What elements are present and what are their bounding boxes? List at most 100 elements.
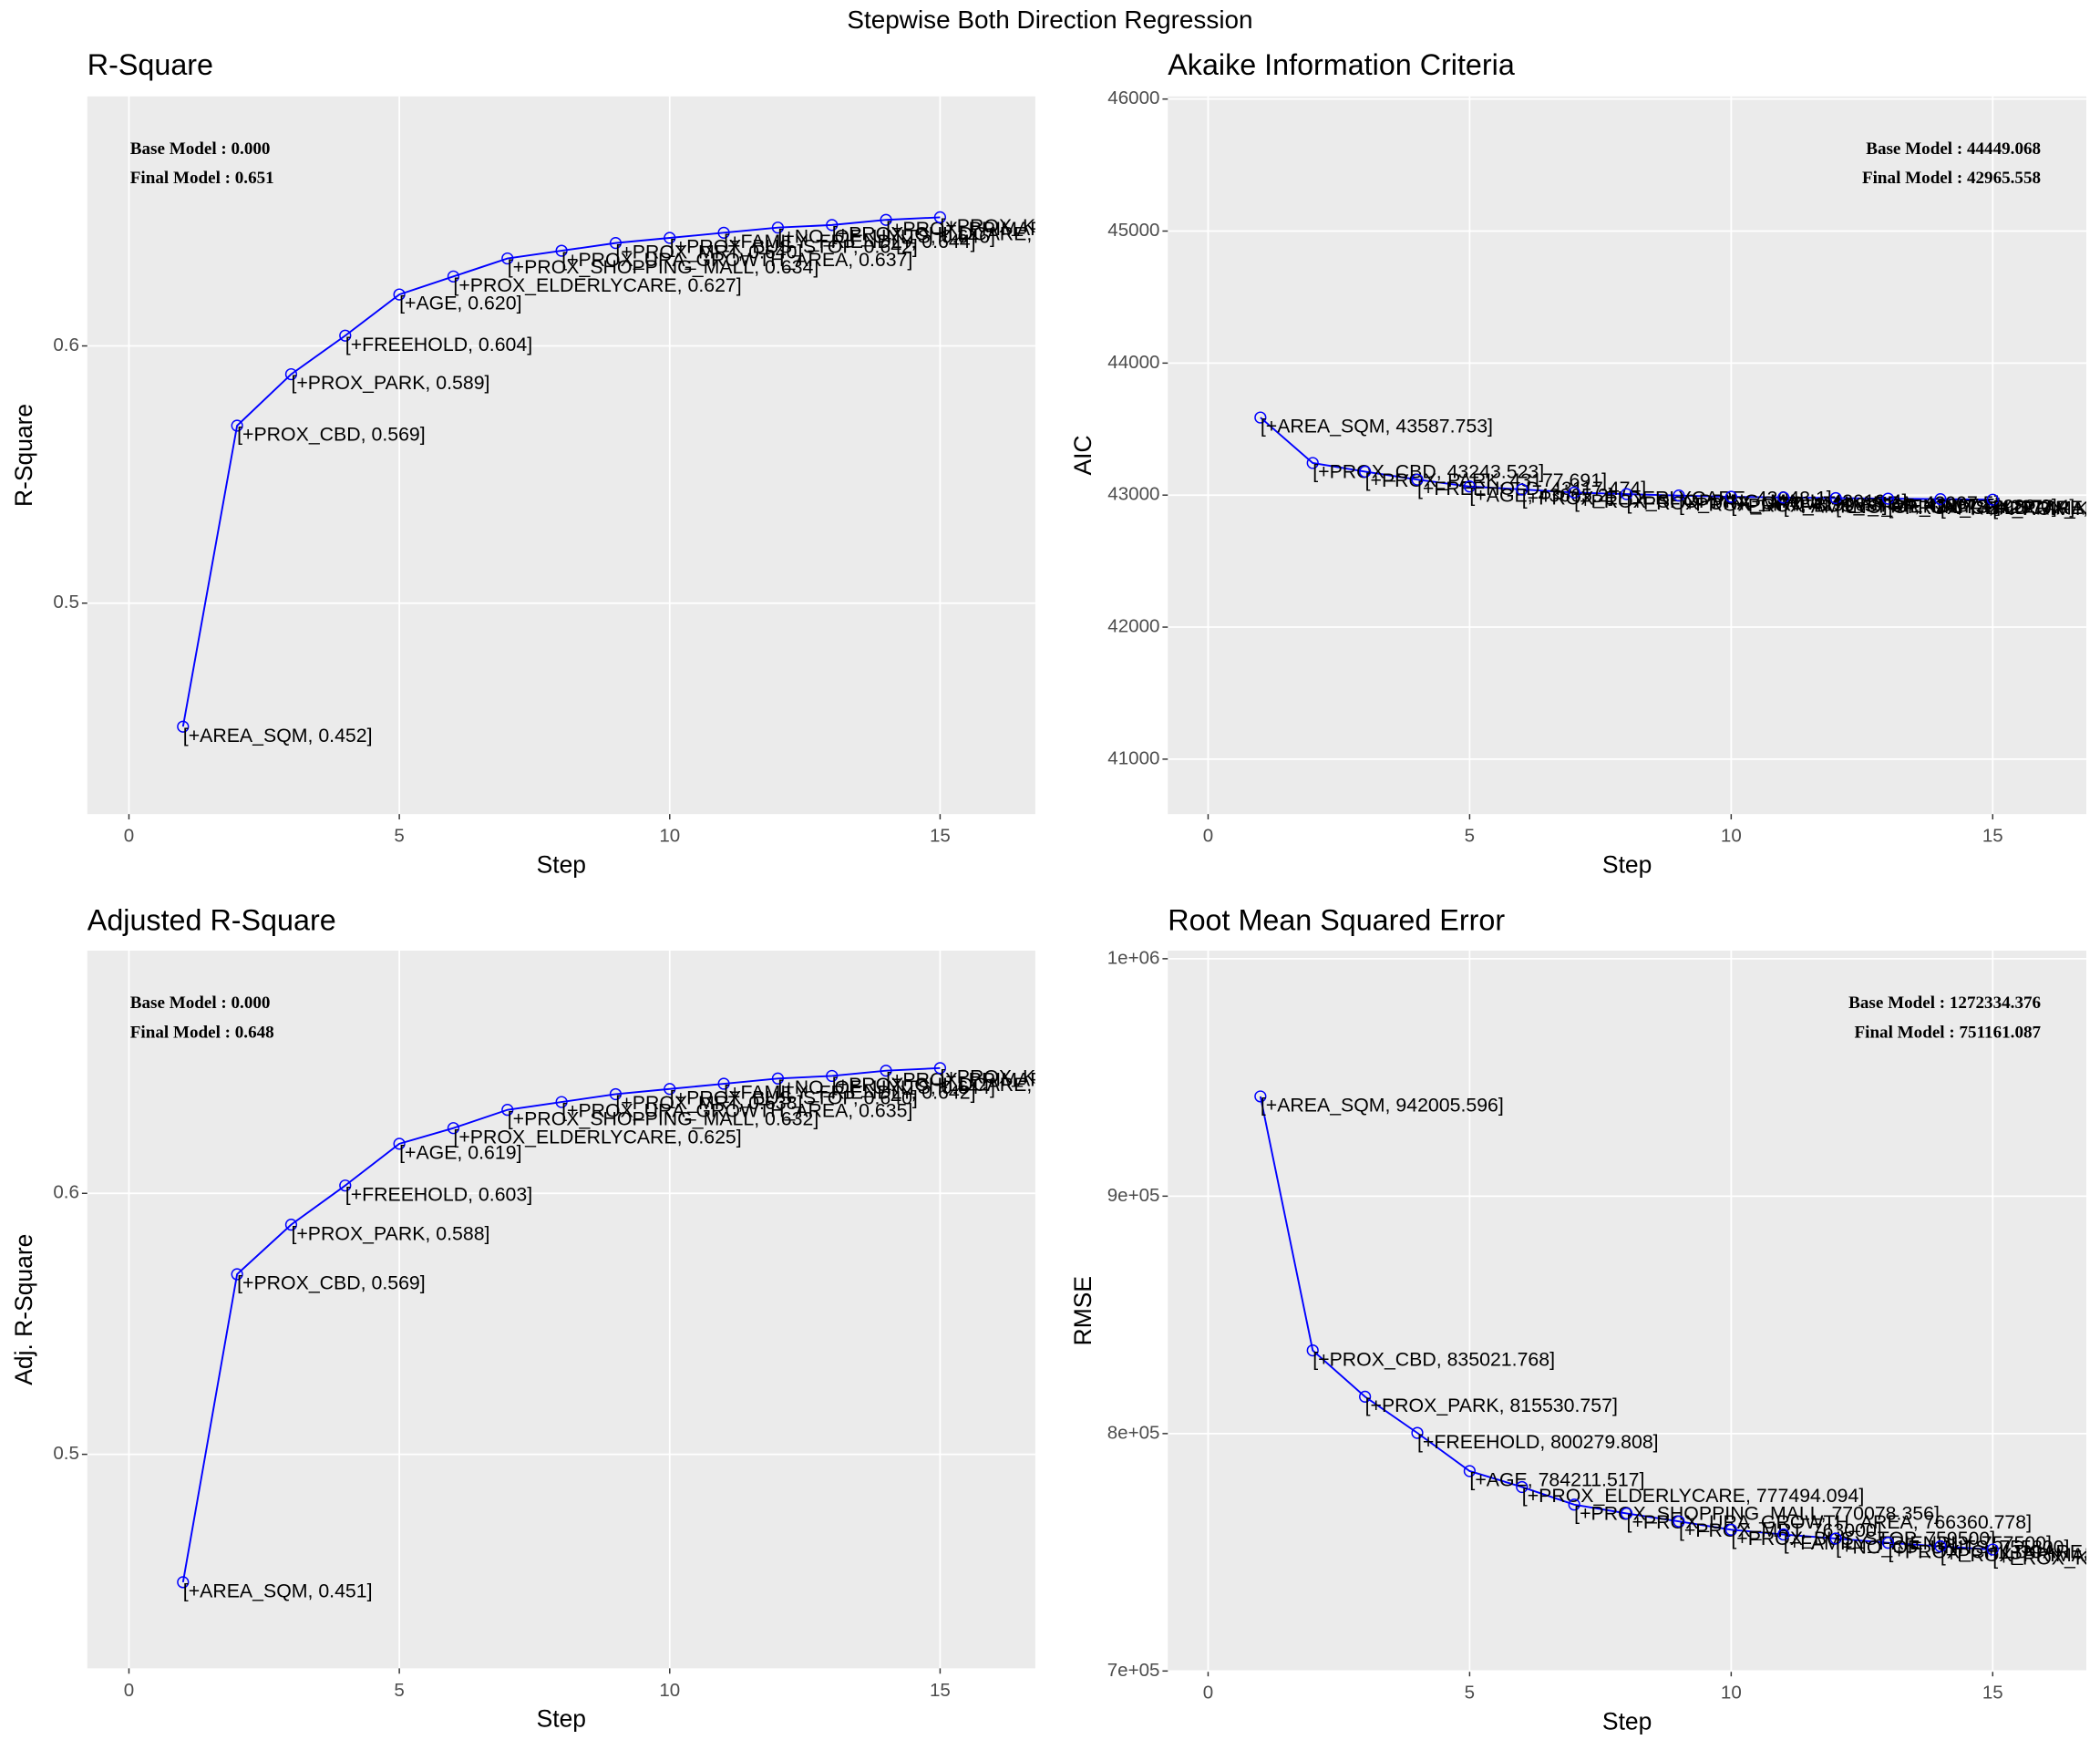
annotation: Base Model : 1272334.376 (1848, 993, 2041, 1013)
point (1516, 1480, 1529, 1494)
point-label: [+PROX_PARK, 0.588] (291, 1222, 489, 1244)
point-label: [+PROX_URA_GROWTH_AREA, 0.637] (561, 249, 912, 271)
point (447, 1122, 460, 1135)
annotation: Base Model : 44449.068 (1866, 139, 2041, 159)
y-tick-label: 46000 (1107, 88, 1159, 108)
point-label: [+NO_OF_UNITS, 755800] (1836, 1537, 2069, 1559)
y-tick-label: 42000 (1107, 615, 1159, 636)
point (1673, 489, 1685, 502)
x-axis-label: Step (1602, 1708, 1652, 1735)
point (1620, 1507, 1633, 1520)
panel-title: Akaike Information Criteria (1168, 48, 1515, 81)
point (826, 219, 839, 232)
point-label: [+PROX_CHILDCARE, 0.647] (832, 223, 1092, 245)
point-label: [+FAMILY_FRIENDLY, 42982.0] (1784, 495, 2057, 517)
x-tick-label: 5 (1465, 826, 1475, 847)
plot-area: [+AREA_SQM, 942005.596] [+PROX_CBD, 83502… (1254, 1090, 2086, 1570)
point-label: [+PROX_CBD, 0.569] (237, 1272, 426, 1294)
panel-title: R-Square (88, 48, 213, 81)
point-label: [+FAMILY_FRIENDLY, 0.644] (724, 231, 975, 252)
plot-area: [+AREA_SQM, 0.451] [+PROX_CBD, 0.569] [+PR… (177, 1062, 1240, 1602)
x-tick-label: 15 (1982, 826, 2003, 847)
point-label: [+PROX_MRT, 0.640] (615, 241, 802, 262)
point-label: [+PROX_CBD, 0.569] (237, 424, 426, 446)
point (1673, 1515, 1685, 1528)
point-label: [+FAMILY_FRIENDLY, 0.642] (724, 1082, 975, 1104)
x-tick-label: 10 (659, 1680, 680, 1701)
y-tick-label: 0.6 (53, 335, 79, 355)
point-label: [+FREEHOLD, 0.603] (345, 1183, 532, 1205)
point (501, 1104, 514, 1117)
x-tick-label: 15 (930, 826, 951, 847)
x-tick-label: 0 (124, 826, 134, 847)
panel: Akaike Information Criteria 0 5 10 15 41000 42… (1069, 48, 2087, 878)
annotation: Base Model : 0.000 (130, 993, 271, 1013)
point (393, 1138, 406, 1150)
point (339, 1179, 352, 1192)
point (1411, 473, 1424, 486)
point (339, 329, 352, 342)
point (609, 1087, 623, 1101)
y-axis-label: Adj. R-Square (10, 1234, 37, 1385)
point (177, 1576, 190, 1589)
point-label: [+FREEHOLD, 43117.474] (1417, 478, 1646, 499)
point (1463, 480, 1477, 493)
y-tick-label: 45000 (1107, 220, 1159, 241)
point (1568, 486, 1580, 499)
plot-area: [+AREA_SQM, 0.452] [+PROX_CBD, 0.569] [+PR… (177, 211, 1240, 746)
point-label: [+PROX_KINDERGARTEN, 0.650] (940, 215, 1240, 237)
point-label: [+NO_OF_UNITS, 0.646] (777, 225, 995, 247)
point (555, 244, 568, 257)
point (664, 1083, 676, 1096)
point (1463, 1465, 1477, 1477)
point (393, 288, 406, 301)
y-tick-label: 7e+05 (1107, 1660, 1160, 1681)
point (1411, 1426, 1424, 1439)
point-label: [+AREA_SQM, 0.452] (183, 725, 373, 746)
x-tick-label: 5 (394, 826, 404, 847)
point (1934, 493, 1947, 506)
point (1306, 1343, 1319, 1357)
plot-background (87, 950, 1035, 1669)
x-tick-label: 10 (659, 826, 680, 847)
point (231, 419, 243, 432)
y-axis-label: R-Square (10, 404, 37, 507)
plot-background (1168, 96, 2087, 815)
point (1306, 457, 1319, 469)
plot-background (87, 96, 1035, 815)
y-tick-label: 43000 (1107, 484, 1159, 505)
point-label: [+PROX_PARK, 43177.691] (1365, 469, 1607, 491)
point-label: [+PROX_CHILDCARE, 0.645] (832, 1074, 1092, 1096)
point (284, 1219, 298, 1231)
y-tick-label: 1e+06 (1107, 947, 1160, 968)
point-label: [+NO_OF_UNITS, 42977.4] (1836, 496, 2074, 518)
annotation: Final Model : 0.648 (130, 1023, 274, 1042)
x-tick-label: 5 (1465, 1683, 1475, 1704)
plot-background (1168, 950, 2087, 1672)
point (231, 1268, 243, 1281)
point-label: [+PROX_BUS_STOP, 759500] (1731, 1528, 1995, 1549)
annotation: Base Model : 0.000 (130, 139, 271, 159)
x-axis-label: Step (537, 1705, 586, 1733)
point (555, 1096, 568, 1108)
x-tick-label: 15 (930, 1680, 951, 1701)
point-label: [+PROX_ELDERLYCARE, 0.625] (453, 1126, 741, 1148)
panel-title: Adjusted R-Square (88, 904, 336, 937)
point (1359, 1390, 1372, 1403)
point-label: [+AREA_SQM, 0.451] (183, 1580, 373, 1602)
point (1254, 411, 1267, 424)
point (177, 720, 190, 733)
point (1516, 483, 1529, 496)
plot-area: [+AREA_SQM, 43587.753] [+PROX_CBD, 43243.… (1254, 411, 2086, 520)
point (826, 1069, 839, 1083)
point (1724, 1523, 1737, 1536)
point-label: [+PROX_KINDERGARTEN, 0.648] (940, 1066, 1240, 1088)
point-label: [+FAMILY_FRIENDLY, 757500] (1784, 1532, 2052, 1554)
point-label: [+FREEHOLD, 0.604] (345, 334, 532, 355)
x-tick-label: 10 (1721, 826, 1742, 847)
point-label: [+PROX_PRIMARY_SCH, 0.647] (886, 1068, 1173, 1090)
x-tick-label: 15 (1982, 1683, 2003, 1704)
point-label: [+AREA_SQM, 43587.753] (1261, 416, 1493, 438)
annotation: Final Model : 42965.558 (1862, 169, 2041, 188)
point-label: [+PROX_URA_GROWTH_AREA, 0.635] (561, 1100, 912, 1122)
